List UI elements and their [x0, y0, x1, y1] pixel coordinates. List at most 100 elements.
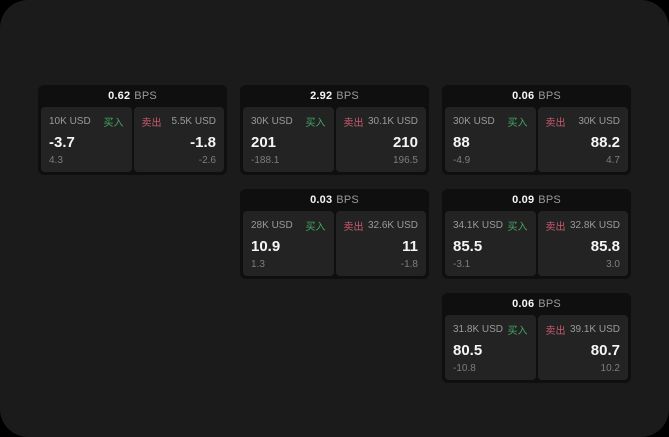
sell-panel-top: 卖出 39.1K USD: [546, 322, 621, 337]
bps-unit-label: BPS: [538, 298, 561, 310]
buy-amount: 30K USD: [453, 116, 495, 127]
buy-panel[interactable]: 10K USD 买入 -3.7 4.3: [41, 107, 132, 172]
sell-price: 11: [402, 237, 418, 255]
bps-header: 0.62 BPS: [38, 85, 227, 107]
buy-price: 10.9: [251, 237, 281, 255]
sell-delta: -1.8: [400, 259, 418, 270]
sell-delta: 4.7: [606, 155, 620, 166]
sell-amount: 39.1K USD: [569, 324, 620, 335]
buy-panel[interactable]: 34.1K USD 买入 85.5 -3.1: [445, 211, 536, 276]
sell-panel[interactable]: 卖出 32.6K USD 11 -1.8: [335, 211, 426, 276]
buy-panel-top: 10K USD 买入: [49, 114, 124, 129]
bps-unit-label: BPS: [134, 90, 157, 102]
buy-side-label: 买入: [305, 222, 326, 233]
buy-side-label: 买入: [103, 118, 124, 129]
bps-value: 0.03: [310, 194, 333, 206]
buy-panel-top: 30K USD 买入: [251, 114, 326, 129]
bps-value: 2.92: [310, 90, 333, 102]
buy-panel-top: 34.1K USD 买入: [453, 218, 528, 233]
spread-card: 0.06 BPS 30K USD 买入 88 -4.9 卖出 30K USD 8…: [442, 85, 631, 175]
sell-amount: 32.6K USD: [367, 220, 418, 231]
buy-price: -3.7: [49, 133, 75, 151]
sell-panel[interactable]: 卖出 30.1K USD 210 196.5: [335, 107, 426, 172]
sell-amount: 30.1K USD: [367, 116, 418, 127]
sell-delta: 196.5: [392, 155, 418, 166]
sell-panel[interactable]: 卖出 5.5K USD -1.8 -2.6: [133, 107, 224, 172]
sell-amount: 32.8K USD: [569, 220, 620, 231]
bps-header: 0.03 BPS: [240, 189, 429, 211]
buy-amount: 34.1K USD: [453, 220, 504, 231]
sell-panel[interactable]: 卖出 30K USD 88.2 4.7: [537, 107, 628, 172]
buy-price: 80.5: [453, 341, 483, 359]
bps-value: 0.62: [108, 90, 131, 102]
quote-panels: 30K USD 买入 201 -188.1 卖出 30.1K USD 210 1…: [240, 107, 429, 175]
bps-value: 0.09: [512, 194, 535, 206]
bps-unit-label: BPS: [336, 194, 359, 206]
bps-value: 0.06: [512, 90, 535, 102]
sell-price: 88.2: [590, 133, 620, 151]
buy-price: 88: [453, 133, 470, 151]
buy-panel-top: 31.8K USD 买入: [453, 322, 528, 337]
bps-value: 0.06: [512, 298, 535, 310]
sell-side-label: 卖出: [545, 326, 566, 337]
sell-panel[interactable]: 卖出 32.8K USD 85.8 3.0: [537, 211, 628, 276]
sell-delta: -2.6: [198, 155, 216, 166]
sell-price: 85.8: [590, 237, 620, 255]
sell-side-label: 卖出: [141, 118, 162, 129]
sell-side-label: 卖出: [545, 222, 566, 233]
cards-grid: 0.62 BPS 10K USD 买入 -3.7 4.3 卖出 5.5K USD…: [38, 85, 631, 383]
quote-panels: 28K USD 买入 10.9 1.3 卖出 32.6K USD 11 -1.8: [240, 211, 429, 279]
buy-panel[interactable]: 28K USD 买入 10.9 1.3: [243, 211, 334, 276]
sell-side-label: 卖出: [545, 118, 566, 129]
buy-side-label: 买入: [507, 326, 528, 337]
bps-header: 2.92 BPS: [240, 85, 429, 107]
spread-card: 2.92 BPS 30K USD 买入 201 -188.1 卖出 30.1K …: [240, 85, 429, 175]
sell-panel[interactable]: 卖出 39.1K USD 80.7 10.2: [537, 315, 628, 380]
buy-panel-top: 30K USD 买入: [453, 114, 528, 129]
buy-panel-top: 28K USD 买入: [251, 218, 326, 233]
buy-side-label: 买入: [305, 118, 326, 129]
buy-side-label: 买入: [507, 118, 528, 129]
bps-unit-label: BPS: [538, 90, 561, 102]
sell-price: 210: [392, 133, 418, 151]
spread-card: 0.06 BPS 31.8K USD 买入 80.5 -10.8 卖出 39.1…: [442, 293, 631, 383]
quote-panels: 31.8K USD 买入 80.5 -10.8 卖出 39.1K USD 80.…: [442, 315, 631, 383]
sell-panel-top: 卖出 30K USD: [546, 114, 621, 129]
buy-delta: -4.9: [453, 155, 471, 166]
quote-panels: 30K USD 买入 88 -4.9 卖出 30K USD 88.2 4.7: [442, 107, 631, 175]
buy-delta: -3.1: [453, 259, 471, 270]
sell-amount: 30K USD: [578, 116, 620, 127]
buy-panel[interactable]: 31.8K USD 买入 80.5 -10.8: [445, 315, 536, 380]
spread-card: 0.09 BPS 34.1K USD 买入 85.5 -3.1 卖出 32.8K…: [442, 189, 631, 279]
spread-card: 0.62 BPS 10K USD 买入 -3.7 4.3 卖出 5.5K USD…: [38, 85, 227, 175]
sell-amount: 5.5K USD: [171, 116, 216, 127]
buy-amount: 30K USD: [251, 116, 293, 127]
buy-amount: 28K USD: [251, 220, 293, 231]
quote-panels: 34.1K USD 买入 85.5 -3.1 卖出 32.8K USD 85.8…: [442, 211, 631, 279]
sell-delta: 3.0: [606, 259, 620, 270]
buy-delta: 1.3: [251, 259, 265, 270]
sell-side-label: 卖出: [343, 222, 364, 233]
buy-delta: 4.3: [49, 155, 63, 166]
buy-panel[interactable]: 30K USD 买入 201 -188.1: [243, 107, 334, 172]
bps-header: 0.06 BPS: [442, 85, 631, 107]
bps-header: 0.06 BPS: [442, 293, 631, 315]
bps-unit-label: BPS: [336, 90, 359, 102]
buy-price: 201: [251, 133, 277, 151]
buy-delta: -188.1: [251, 155, 280, 166]
buy-panel[interactable]: 30K USD 买入 88 -4.9: [445, 107, 536, 172]
buy-amount: 10K USD: [49, 116, 91, 127]
buy-side-label: 买入: [507, 222, 528, 233]
sell-panel-top: 卖出 30.1K USD: [344, 114, 419, 129]
sell-price: 80.7: [590, 341, 620, 359]
sell-side-label: 卖出: [343, 118, 364, 129]
bps-unit-label: BPS: [538, 194, 561, 206]
quote-panels: 10K USD 买入 -3.7 4.3 卖出 5.5K USD -1.8 -2.…: [38, 107, 227, 175]
sell-panel-top: 卖出 32.6K USD: [344, 218, 419, 233]
sell-price: -1.8: [190, 133, 216, 151]
bps-header: 0.09 BPS: [442, 189, 631, 211]
buy-delta: -10.8: [453, 363, 476, 374]
sell-panel-top: 卖出 32.8K USD: [546, 218, 621, 233]
buy-amount: 31.8K USD: [453, 324, 504, 335]
